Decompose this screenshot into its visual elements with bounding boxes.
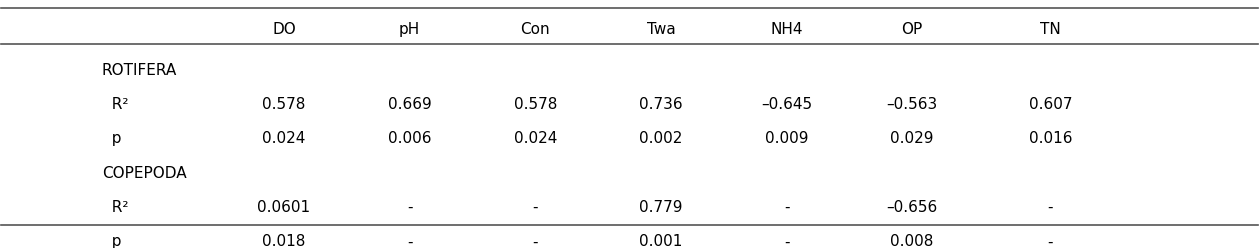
Text: DO: DO	[272, 22, 296, 37]
Text: –0.656: –0.656	[886, 200, 938, 215]
Text: 0.736: 0.736	[640, 97, 682, 112]
Text: R²: R²	[102, 97, 128, 112]
Text: 0.0601: 0.0601	[258, 200, 311, 215]
Text: 0.578: 0.578	[514, 97, 556, 112]
Text: 0.578: 0.578	[262, 97, 306, 112]
Text: 0.024: 0.024	[514, 131, 556, 146]
Text: Twa: Twa	[647, 22, 675, 37]
Text: 0.002: 0.002	[640, 131, 682, 146]
Text: 0.607: 0.607	[1029, 97, 1073, 112]
Text: NH4: NH4	[771, 22, 803, 37]
Text: 0.009: 0.009	[764, 131, 808, 146]
Text: OP: OP	[901, 22, 923, 37]
Text: -: -	[533, 234, 538, 248]
Text: 0.008: 0.008	[890, 234, 934, 248]
Text: COPEPODA: COPEPODA	[102, 166, 186, 181]
Text: 0.029: 0.029	[890, 131, 934, 146]
Text: -: -	[1047, 200, 1053, 215]
Text: -: -	[533, 200, 538, 215]
Text: -: -	[1047, 234, 1053, 248]
Text: -: -	[407, 234, 413, 248]
Text: 0.001: 0.001	[640, 234, 682, 248]
Text: 0.779: 0.779	[640, 200, 682, 215]
Text: -: -	[407, 200, 413, 215]
Text: p: p	[102, 131, 121, 146]
Text: Con: Con	[520, 22, 550, 37]
Text: pH: pH	[399, 22, 421, 37]
Text: –0.645: –0.645	[760, 97, 812, 112]
Text: 0.024: 0.024	[262, 131, 306, 146]
Text: R²: R²	[102, 200, 128, 215]
Text: p: p	[102, 234, 121, 248]
Text: 0.006: 0.006	[388, 131, 432, 146]
Text: 0.016: 0.016	[1029, 131, 1073, 146]
Text: -: -	[784, 200, 789, 215]
Text: ROTIFERA: ROTIFERA	[102, 63, 178, 78]
Text: -: -	[784, 234, 789, 248]
Text: 0.669: 0.669	[388, 97, 432, 112]
Text: TN: TN	[1040, 22, 1061, 37]
Text: –0.563: –0.563	[886, 97, 938, 112]
Text: 0.018: 0.018	[262, 234, 306, 248]
